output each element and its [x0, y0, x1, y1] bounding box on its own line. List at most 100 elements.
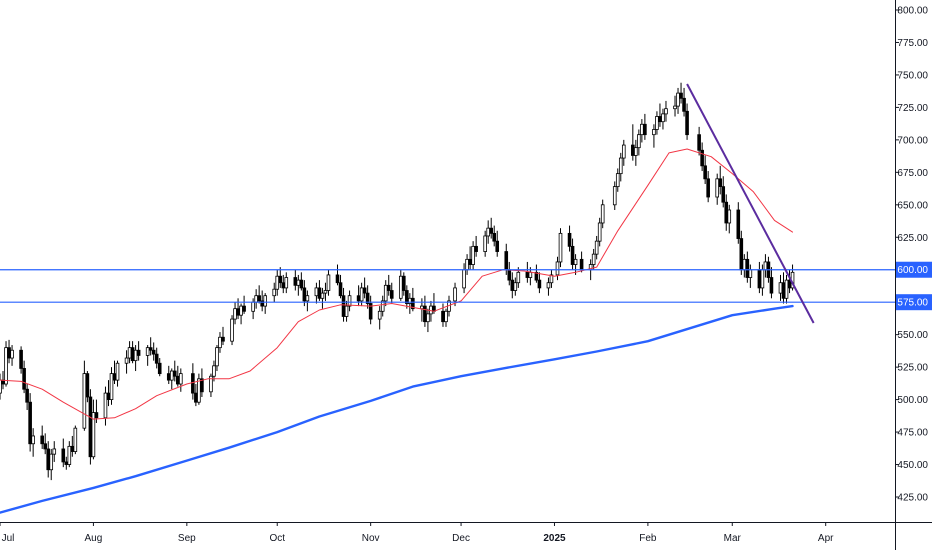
candle-body [200, 378, 204, 393]
candle-body [157, 362, 162, 375]
candle [703, 155, 707, 185]
candle-body [323, 290, 328, 294]
candle [721, 176, 726, 208]
candle [154, 347, 159, 369]
candle-body [257, 295, 261, 302]
candle-body [179, 373, 183, 385]
candle-body [784, 279, 789, 299]
candle-body [314, 287, 319, 297]
candle [398, 269, 403, 301]
candle-body [215, 347, 219, 367]
candle-body [10, 349, 14, 359]
candle [145, 345, 150, 366]
candle-body [525, 271, 530, 278]
y-tick-label: 675.00 [897, 168, 928, 179]
candle-body [236, 308, 240, 316]
candle-body [778, 282, 783, 294]
candle [486, 220, 490, 244]
candle [402, 272, 406, 296]
candle-body [781, 282, 786, 299]
price-tag-label: 600.00 [897, 265, 928, 276]
candle [615, 168, 620, 192]
candle [215, 345, 219, 372]
candle-body [130, 347, 135, 362]
candle-body [169, 370, 174, 381]
candle-body [528, 271, 533, 278]
candle-body [507, 269, 512, 281]
candle [362, 277, 367, 299]
candle [567, 225, 572, 252]
candle [88, 389, 93, 465]
candle [784, 274, 789, 304]
candle [272, 282, 277, 303]
candle [64, 456, 69, 470]
candle [191, 363, 195, 400]
candle-body [25, 388, 29, 403]
candle [377, 306, 382, 330]
candle-body [640, 123, 644, 136]
candle [534, 264, 539, 283]
y-tick-label: 500.00 [897, 395, 928, 406]
candle-body [85, 373, 90, 398]
candle [194, 384, 198, 407]
candle [423, 295, 427, 327]
candle [25, 384, 29, 410]
candle-body [715, 178, 720, 198]
candle [489, 217, 493, 239]
candle [242, 295, 246, 314]
candle [28, 393, 32, 452]
candle-body [426, 313, 430, 323]
candle-body [748, 269, 753, 278]
candle-body [760, 269, 765, 289]
candle-body [233, 308, 237, 320]
candle [112, 360, 117, 385]
candle [483, 230, 487, 257]
candle-body [326, 274, 331, 291]
candle-body [682, 97, 686, 112]
candle [600, 199, 605, 229]
candle-body [154, 353, 159, 364]
candle [275, 269, 280, 296]
candle [356, 285, 361, 307]
candle-body [239, 305, 243, 316]
candle-body [718, 178, 723, 188]
candle [263, 293, 267, 314]
candle-body [706, 178, 710, 198]
candle-body [22, 368, 26, 390]
candle [157, 358, 162, 377]
candle [172, 360, 177, 382]
candle [85, 371, 90, 403]
candle [230, 315, 234, 346]
candle [317, 280, 322, 301]
candle-body [284, 277, 289, 289]
candle-body [637, 134, 641, 149]
candle-body [61, 448, 66, 463]
candle-body [218, 336, 222, 349]
candle [0, 373, 2, 400]
candle [495, 230, 500, 257]
candle [233, 302, 237, 325]
candle-body [368, 303, 373, 320]
candle-body [67, 445, 72, 465]
candle-body [40, 435, 44, 445]
x-tick-label: Mar [724, 533, 742, 544]
candle-body [655, 116, 659, 130]
candle [525, 261, 530, 283]
candle-body [444, 310, 448, 323]
candle [133, 345, 138, 372]
candle [386, 274, 391, 296]
candle-body [133, 349, 138, 362]
y-tick-label: 550.00 [897, 330, 928, 341]
candle-body [94, 412, 99, 419]
candle-body [676, 92, 680, 107]
trendline [686, 83, 815, 324]
candle [405, 285, 409, 309]
candle-body [579, 258, 584, 271]
y-tick-label: 625.00 [897, 233, 928, 244]
candle-body [757, 269, 762, 289]
candle-body [673, 105, 677, 110]
candle-body [405, 290, 409, 304]
candle-body [727, 209, 732, 224]
candle-body [275, 275, 280, 290]
